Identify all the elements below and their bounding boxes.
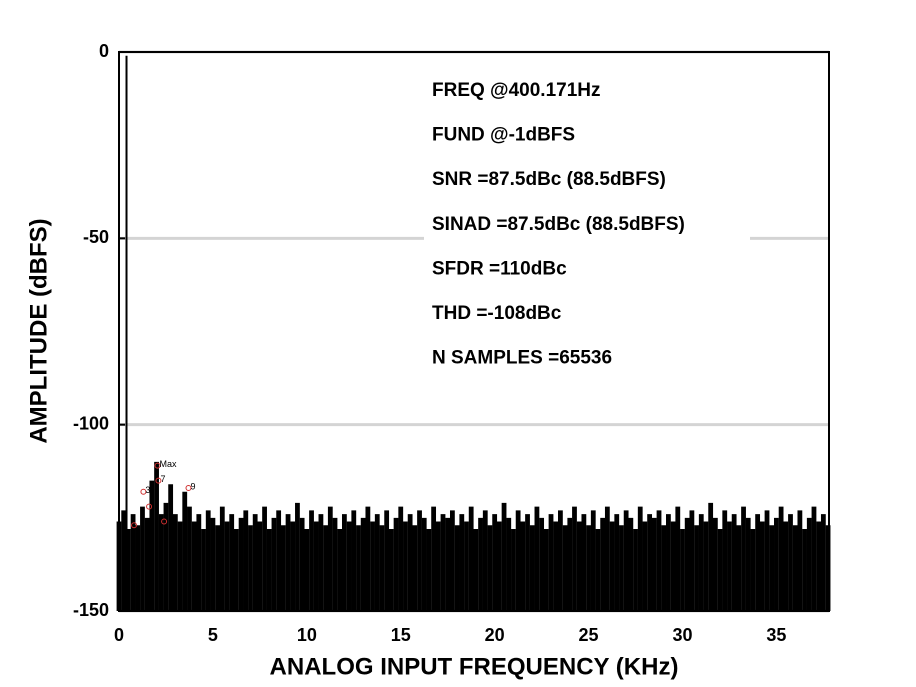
harmonic-marker [155, 477, 162, 484]
plot-frame [118, 51, 830, 612]
harmonic-label: Max [160, 459, 178, 469]
x-tick-label: 35 [766, 625, 786, 645]
annotation: SNR =87.5dBc (88.5dBFS) [432, 169, 666, 190]
annotation: N SAMPLES =65536 [432, 348, 612, 369]
x-tick-label: 20 [485, 625, 505, 645]
x-axis-label: ANALOG INPUT FREQUENCY (KHz) [270, 653, 679, 680]
harmonic-marker [131, 522, 138, 529]
y-tick-label: -50 [83, 227, 109, 247]
harmonic-label: 3 [145, 485, 150, 495]
annotation-background [424, 68, 750, 378]
x-tick-label: 10 [297, 625, 317, 645]
x-tick-label: 30 [672, 625, 692, 645]
x-tick-label: 15 [391, 625, 411, 645]
y-tick-label: -150 [73, 600, 109, 620]
harmonic-marker [161, 518, 168, 525]
harmonic-marker [146, 503, 153, 510]
annotation: FUND @-1dBFS [432, 125, 575, 146]
y-axis-label: AMPLITUDE (dBFS) [25, 218, 52, 443]
y-tick-label: -100 [73, 413, 109, 433]
annotation: SINAD =87.5dBc (88.5dBFS) [432, 214, 685, 235]
x-tick-label: 0 [114, 625, 124, 645]
y-tick-label: 0 [99, 41, 109, 61]
annotation: THD =-108dBc [432, 303, 562, 324]
harmonic-marker [185, 485, 192, 492]
harmonic-label: 7 [160, 474, 165, 484]
harmonic-label: 9 [190, 481, 195, 491]
x-tick-label: 25 [579, 625, 599, 645]
harmonic-marker [140, 488, 147, 495]
annotation: FREQ @400.171Hz [432, 80, 601, 101]
x-tick-label: 5 [208, 625, 218, 645]
harmonic-marker [154, 462, 161, 469]
annotation: SFDR =110dBc [432, 258, 567, 279]
